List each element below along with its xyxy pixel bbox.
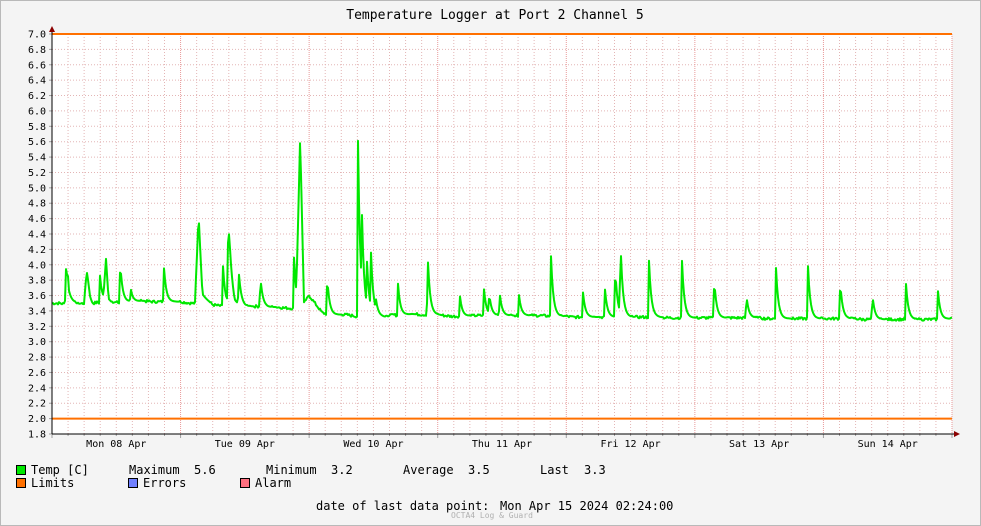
y-tick-label: 6.0	[28, 106, 46, 117]
y-tick-label: 4.8	[28, 199, 46, 210]
y-tick-label: 3.2	[28, 322, 46, 333]
x-tick-label: Tue 09 Apr	[215, 439, 275, 450]
last-data-point-value: Mon Apr 15 2024 02:24:00	[500, 499, 674, 513]
y-tick-label: 5.6	[28, 137, 46, 148]
brand-watermark: OCTA4 Log & Guard	[451, 511, 533, 520]
y-tick-label: 1.8	[28, 430, 46, 441]
y-axis-arrow	[49, 26, 55, 32]
limits-legend-label: Limits	[31, 476, 75, 490]
x-axis-ticks: Mon 08 Apr Tue 09 Apr Wed 10 Apr Thu 11 Apr…	[51, 434, 953, 450]
temp-series-line	[51, 139, 953, 322]
y-tick-label: 3.8	[28, 276, 46, 287]
y-tick-label: 6.8	[28, 45, 46, 56]
y-tick-label: 2.0	[28, 414, 46, 425]
y-tick-label: 6.4	[28, 76, 46, 87]
y-tick-label: 3.0	[28, 337, 46, 348]
alarm-legend-label: Alarm	[255, 476, 292, 490]
x-tick-label: Sat 13 Apr	[729, 439, 789, 450]
last-data-point-label: date of last data point:	[316, 499, 490, 513]
x-tick-label: Wed 10 Apr	[343, 439, 403, 450]
y-tick-label: 5.8	[28, 122, 46, 133]
y-tick-label: 6.6	[28, 60, 46, 71]
y-tick-label: 3.6	[28, 291, 46, 302]
x-tick-label: Mon 08 Apr	[86, 439, 146, 450]
temp-legend-swatch	[16, 465, 26, 475]
x-tick-label: Fri 12 Apr	[600, 439, 660, 450]
y-tick-label: 4.6	[28, 214, 46, 225]
maximum-label: Maximum	[129, 463, 180, 477]
average-label: Average	[403, 463, 454, 477]
x-tick-label: Sun 14 Apr	[858, 439, 918, 450]
temp-legend-label: Temp [C]	[31, 463, 89, 477]
series	[51, 139, 953, 322]
last-value: 3.3	[584, 463, 606, 477]
errors-legend-label: Errors	[143, 476, 187, 490]
y-tick-label: 2.4	[28, 383, 46, 394]
x-tick-label: Thu 11 Apr	[472, 439, 532, 450]
average-value: 3.5	[468, 463, 490, 477]
y-tick-label: 7.0	[28, 30, 46, 41]
y-tick-label: 4.0	[28, 260, 46, 271]
chart-title: Temperature Logger at Port 2 Channel 5	[346, 8, 643, 23]
alarm-legend-swatch	[240, 478, 250, 488]
x-axis-arrow	[954, 431, 960, 437]
limit-lines	[52, 33, 952, 420]
last-label: Last	[540, 463, 569, 477]
y-tick-label: 4.4	[28, 230, 46, 241]
y-tick-label: 3.4	[28, 306, 46, 317]
y-tick-label: 2.2	[28, 399, 46, 410]
y-tick-label: 2.6	[28, 368, 46, 379]
maximum-value: 5.6	[194, 463, 216, 477]
y-tick-label: 5.4	[28, 153, 46, 164]
y-tick-label: 5.0	[28, 183, 46, 194]
errors-legend-swatch	[128, 478, 138, 488]
axes	[49, 26, 960, 437]
y-tick-label: 4.2	[28, 245, 46, 256]
y-tick-label: 2.8	[28, 353, 46, 364]
y-tick-label: 6.2	[28, 91, 46, 102]
y-tick-label: 5.2	[28, 168, 46, 179]
minimum-label: Minimum	[266, 463, 317, 477]
y-axis-ticks: 1.8 2.0 2.2 2.4 2.6 2.8 3.0 3.2 3.4 3.6 3.8 4.0 4.2 4…	[28, 30, 52, 441]
grid	[51, 33, 953, 435]
limits-legend-swatch	[16, 478, 26, 488]
minimum-value: 3.2	[331, 463, 353, 477]
